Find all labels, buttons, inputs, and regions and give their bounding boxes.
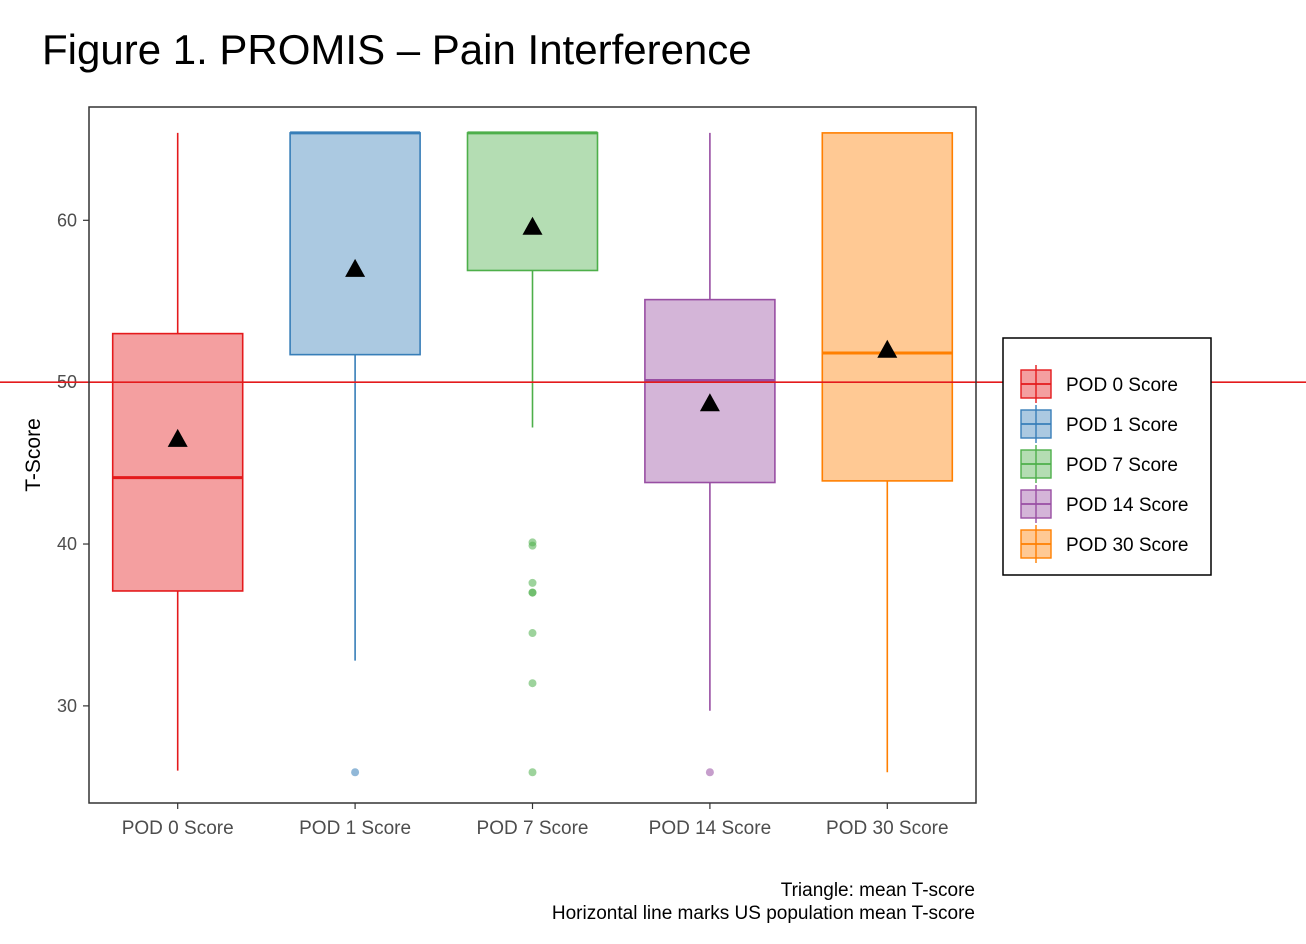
legend-label: POD 14 Score <box>1066 495 1189 516</box>
legend-item-3: POD 14 Score <box>1020 485 1189 523</box>
outlier-point <box>528 588 537 597</box>
y-tick-label: 40 <box>57 534 77 554</box>
legend-item-0: POD 0 Score <box>1020 365 1178 403</box>
legend-border <box>1002 337 1212 576</box>
legend-label: POD 1 Score <box>1066 415 1178 436</box>
plot-panel-border <box>88 106 977 804</box>
box-group-0 <box>111 132 244 771</box>
x-tick-label: POD 30 Score <box>826 818 949 839</box>
mean-triangle <box>522 216 543 235</box>
mean-triangle <box>699 393 720 412</box>
mean-triangle <box>167 428 188 447</box>
legend-item-1: POD 1 Score <box>1020 405 1178 443</box>
legend-item-2: POD 7 Score <box>1020 445 1178 483</box>
box-iqr <box>111 332 244 592</box>
x-tick-label: POD 0 Score <box>122 818 234 839</box>
legend: POD 0 Score POD 1 Score POD 7 Score POD 14 … <box>1002 337 1212 576</box>
outlier-point <box>351 768 360 777</box>
caption-mean: Triangle: mean T-score <box>780 880 975 901</box>
outlier-point <box>528 629 537 638</box>
outlier-point <box>528 679 537 688</box>
mean-triangle <box>345 258 366 277</box>
legend-label: POD 7 Score <box>1066 455 1178 476</box>
x-tick-label: POD 7 Score <box>477 818 589 839</box>
y-axis-title: T-Score <box>22 418 45 492</box>
box-iqr <box>821 132 954 482</box>
caption-reference-line: Horizontal line marks US population mean… <box>551 903 975 924</box>
mean-triangle <box>877 339 898 358</box>
box-iqr <box>466 132 599 272</box>
x-tick-label: POD 1 Score <box>299 818 411 839</box>
x-tick-label: POD 14 Score <box>649 818 772 839</box>
box-group-4 <box>821 132 954 773</box>
box-iqr <box>289 132 421 356</box>
outlier-point <box>528 768 537 777</box>
y-tick-label: 30 <box>57 696 77 716</box>
box-group-1 <box>289 131 421 777</box>
legend-label: POD 0 Score <box>1066 375 1178 396</box>
figure-title: Figure 1. PROMIS – Pain Interference <box>42 26 752 73</box>
box-group-3 <box>644 132 776 777</box>
box-iqr <box>644 298 776 484</box>
box-group-2 <box>466 131 599 777</box>
outlier-point <box>528 541 537 550</box>
legend-item-4: POD 30 Score <box>1020 525 1189 563</box>
outlier-point <box>528 578 537 587</box>
legend-label: POD 30 Score <box>1066 535 1189 556</box>
outlier-point <box>705 768 714 777</box>
y-tick-label: 60 <box>57 210 77 230</box>
